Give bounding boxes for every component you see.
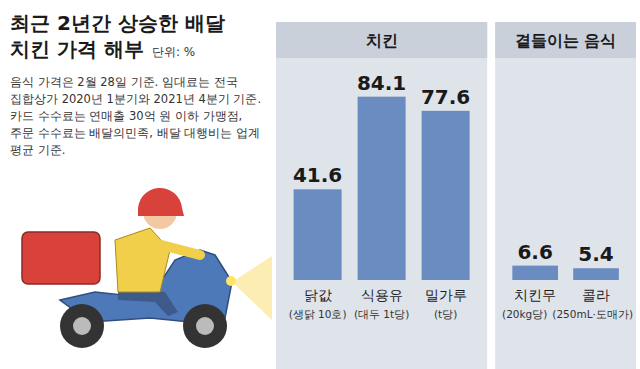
category-label: 밀가루 bbox=[425, 287, 467, 303]
annotation: 음식 가격은 2월 28일 기준. 임대료는 전국 bbox=[10, 75, 238, 89]
rider-torso bbox=[115, 228, 170, 292]
category-label: 식용유 bbox=[361, 287, 403, 303]
panel-title: 치킨 bbox=[366, 31, 398, 50]
category-detail: (250mL·도매가) bbox=[552, 308, 633, 320]
category-label: 콜라 bbox=[582, 287, 610, 303]
data-label: 6.6 bbox=[517, 240, 552, 264]
category-detail: (t당) bbox=[434, 308, 457, 320]
bar bbox=[358, 97, 406, 280]
annotation: 카드 수수료는 연매출 30억 원 이하 가맹점, bbox=[10, 109, 242, 123]
wheel-hub bbox=[196, 317, 214, 335]
headlight bbox=[226, 276, 236, 286]
bars bbox=[294, 97, 470, 280]
panel-background bbox=[276, 22, 487, 369]
bar bbox=[573, 268, 619, 280]
wheel bbox=[60, 304, 104, 348]
wheel bbox=[183, 304, 227, 348]
annotation: 집합상가 2020년 1분기와 2021년 4분기 기준. bbox=[10, 92, 261, 106]
bar bbox=[512, 266, 558, 280]
category-label: 닭값 bbox=[304, 287, 332, 303]
rider-helmet bbox=[138, 188, 184, 216]
title: 치킨 가격 해부 bbox=[10, 37, 144, 61]
rider-arm bbox=[150, 242, 200, 255]
category-detail: (20kg당) bbox=[502, 308, 547, 320]
panel-header bbox=[276, 22, 487, 58]
bars bbox=[512, 266, 619, 280]
bar bbox=[294, 189, 342, 280]
bar bbox=[422, 111, 470, 280]
panel-header bbox=[495, 22, 636, 58]
category-label: 치킨무 bbox=[514, 287, 556, 303]
panel-background bbox=[495, 22, 636, 369]
category-detail: (생닭 10호) bbox=[289, 308, 347, 320]
data-label: 41.6 bbox=[293, 163, 342, 187]
illustration bbox=[22, 188, 272, 348]
category-detail: (대두 1t당) bbox=[354, 308, 409, 320]
panel-title: 곁들이는 음식 bbox=[515, 31, 617, 50]
annotation: 주문 수수료는 배달의민족, 배달 대행비는 업계 bbox=[10, 126, 260, 140]
chart: 최근 2년간 상승한 배달치킨 가격 해부 단위: % 음식 가격은 2월 28일 … bbox=[0, 0, 640, 369]
annotation: 평균 기준. bbox=[10, 143, 65, 157]
headlight-beam bbox=[232, 256, 272, 320]
data-label: 5.4 bbox=[578, 242, 613, 266]
data-label: 84.1 bbox=[357, 71, 406, 95]
wheel-hub bbox=[73, 317, 91, 335]
subtitle: 단위: % bbox=[152, 45, 195, 59]
delivery-box bbox=[22, 232, 100, 284]
title: 최근 2년간 상승한 배달 bbox=[10, 11, 225, 35]
data-label: 77.6 bbox=[421, 85, 470, 109]
